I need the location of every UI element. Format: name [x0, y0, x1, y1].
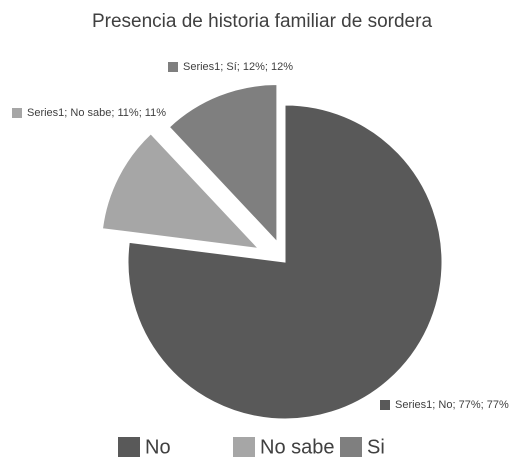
data-label-key [380, 400, 390, 410]
legend-label: No sabe [260, 436, 335, 458]
pie-slice [168, 84, 278, 243]
legend-swatch [340, 437, 362, 457]
pie-slice [101, 133, 260, 250]
data-label: Series1; Sí; 12%; 12% [183, 61, 293, 73]
data-label: Series1; No sabe; 11%; 11% [27, 107, 166, 119]
chart-title: Presencia de historia familiar de sorder… [92, 11, 432, 32]
data-label-key [12, 108, 22, 118]
legend-label: No [145, 436, 171, 458]
legend-swatch [118, 437, 140, 457]
data-label-key [168, 62, 178, 72]
data-label: Series1; No; 77%; 77% [395, 399, 509, 411]
pie-slice [127, 104, 443, 420]
legend-swatch [233, 437, 255, 457]
legend-label: Si [367, 436, 385, 458]
